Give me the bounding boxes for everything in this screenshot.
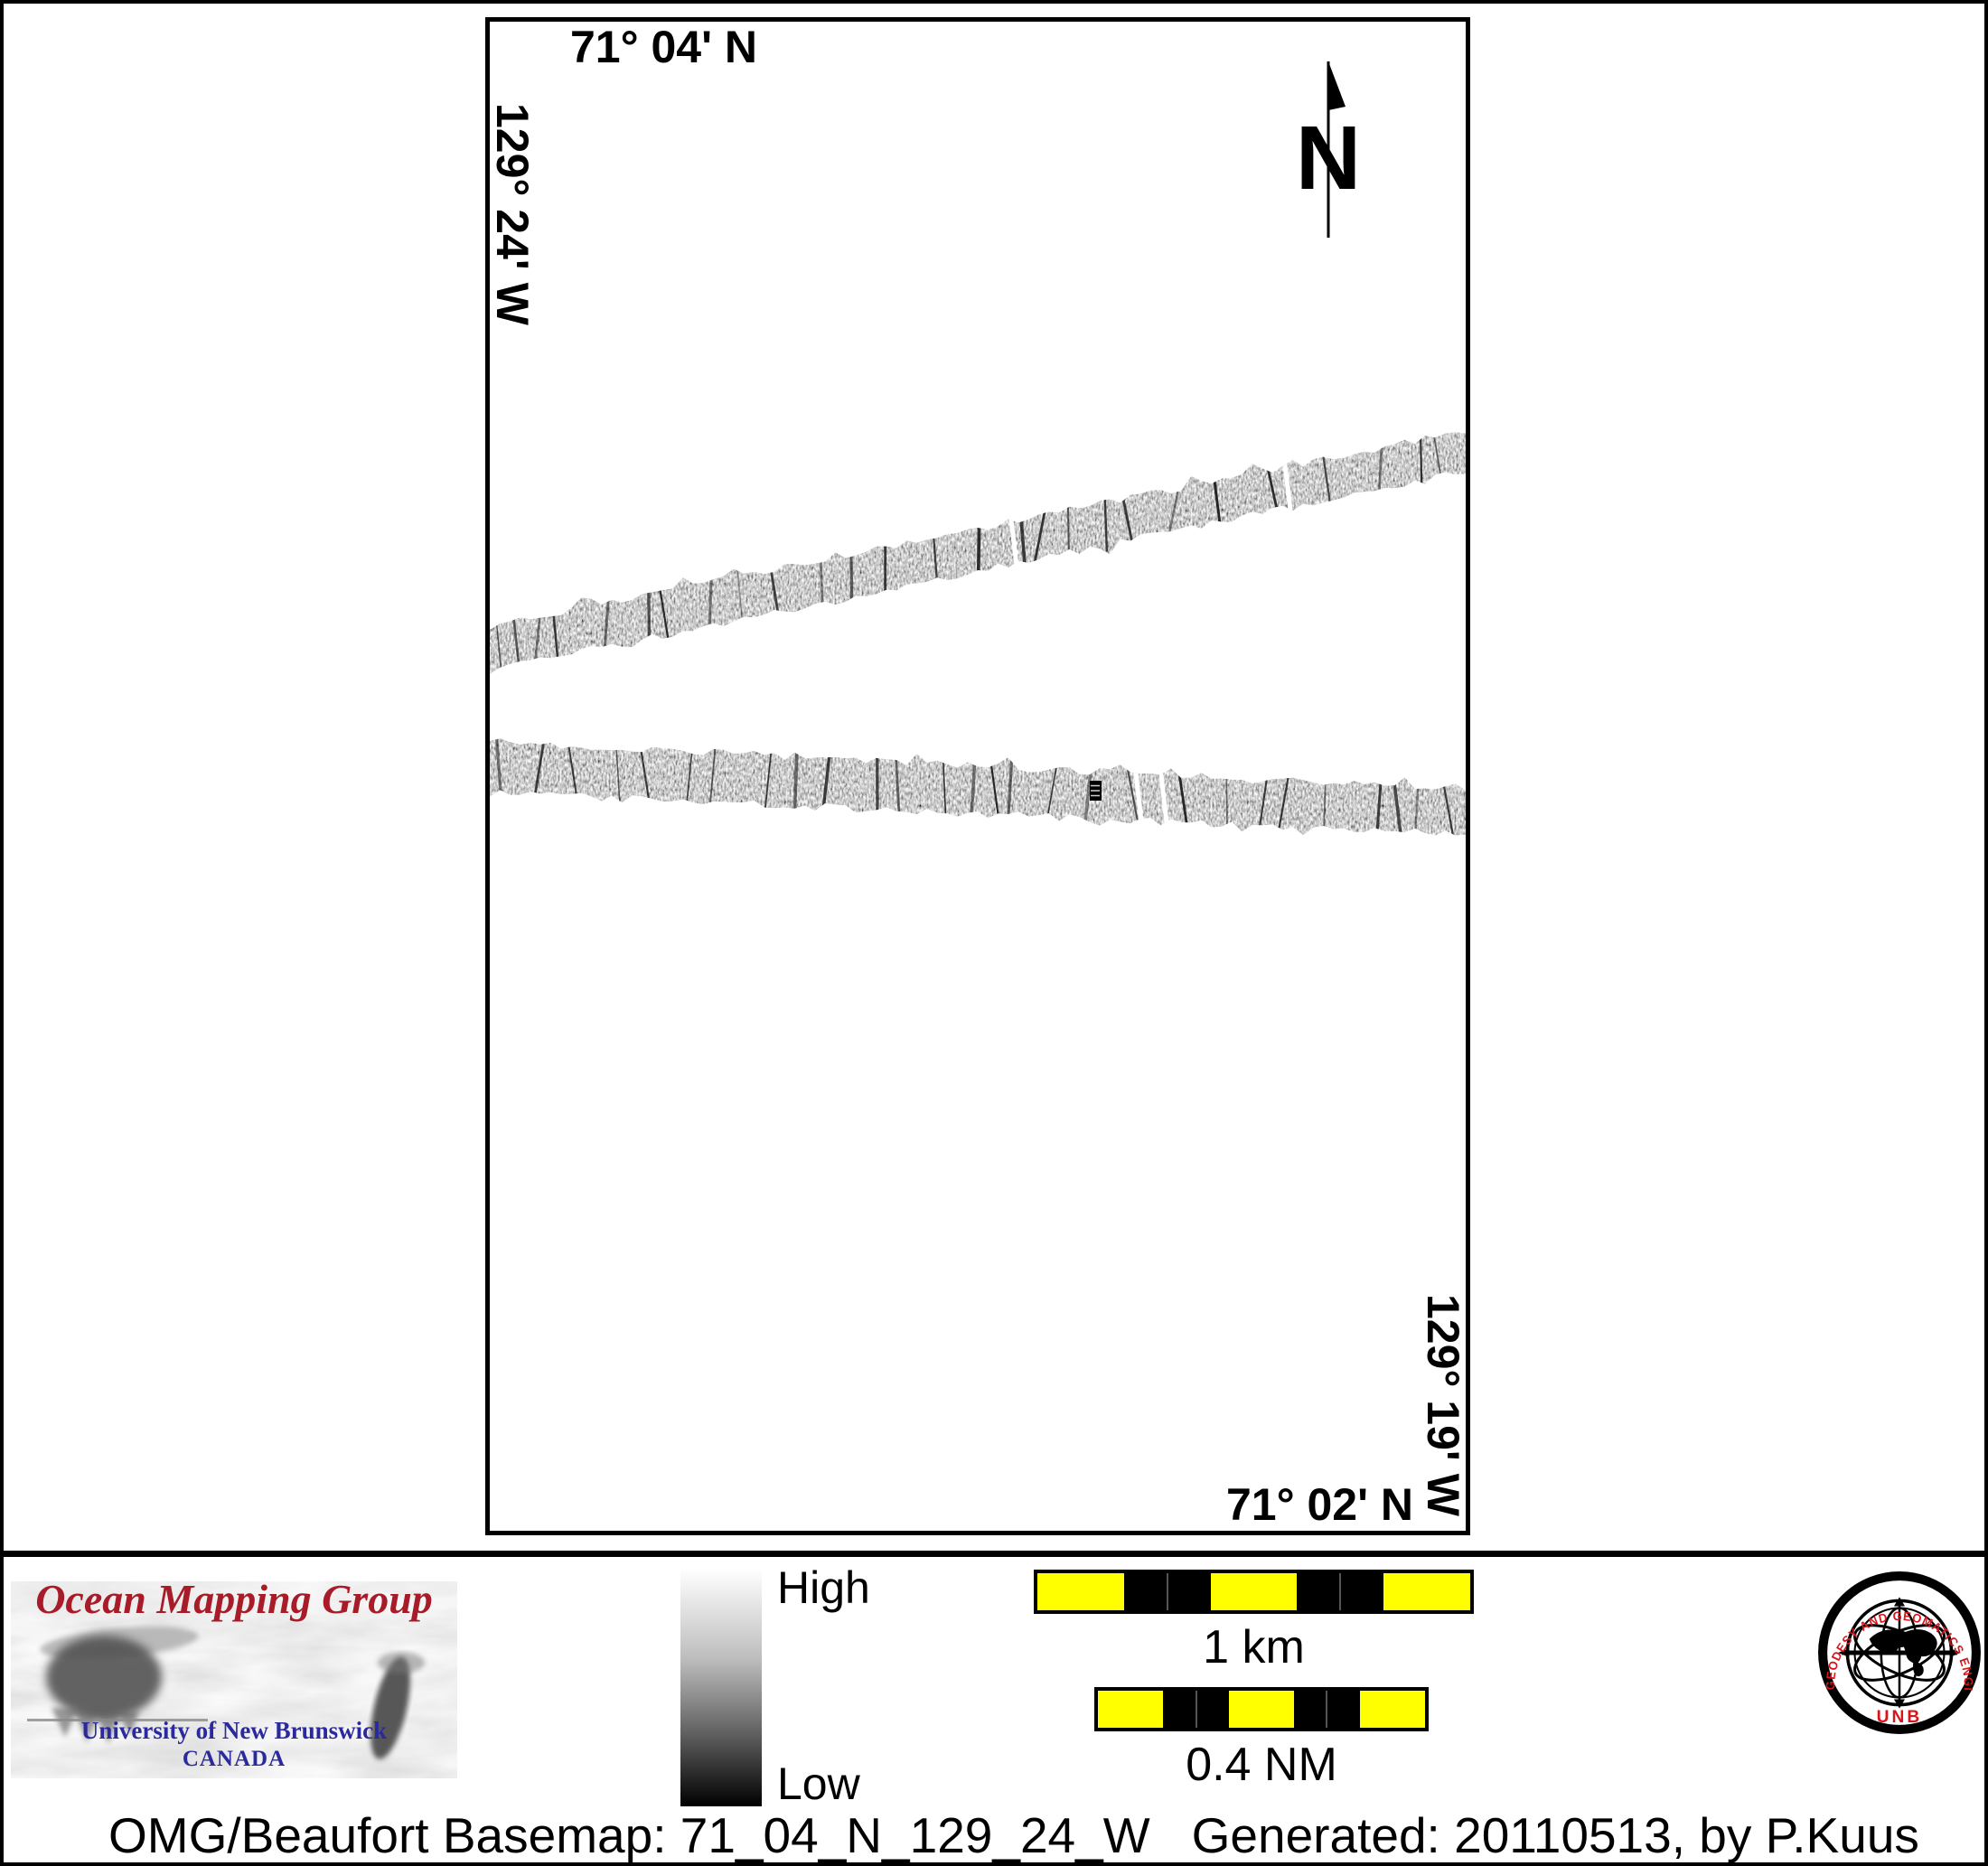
map-label-north-latitude: 71° 04' N — [570, 22, 758, 72]
seal-outer-ring — [1818, 1571, 1981, 1734]
dark-fan-shape — [46, 1636, 162, 1719]
globe-continent-south — [1913, 1662, 1924, 1677]
scalebar-segment-yellow — [1098, 1691, 1164, 1728]
scalebar-segment-black — [1123, 1573, 1211, 1610]
omg-logo-university: University of New Brunswick — [80, 1717, 388, 1744]
unb-geodesy-seal: GEODESY AND GEOMATICS ENGINEERING UNB — [1815, 1568, 1981, 1734]
scalebar-segment-black — [1294, 1691, 1360, 1728]
seabed-relief-image — [11, 1581, 457, 1778]
seal-unb-text: UNB — [1877, 1708, 1923, 1727]
north-arrow-letter: N — [1295, 108, 1362, 209]
map-frame — [485, 17, 1470, 1535]
scalebar-segment-yellow — [1359, 1691, 1426, 1728]
caption-basemap-id: OMG/Beaufort Basemap: 71_04_N_129_24_W — [108, 1807, 1150, 1863]
ocean-mapping-group-logo: Ocean Mapping Group University of New Br… — [11, 1581, 457, 1778]
scalebar-segment-yellow — [1228, 1691, 1295, 1728]
scalebar-segment-yellow — [1383, 1573, 1470, 1610]
caption-generated: Generated: 20110513, by P.Kuus — [1191, 1807, 1919, 1863]
scalebar-km — [1034, 1570, 1474, 1614]
depth-colorbar — [680, 1569, 762, 1806]
omg-logo-title: Ocean Mapping Group — [35, 1581, 433, 1622]
scalebar-segment-black — [1297, 1573, 1384, 1610]
footer-divider — [4, 1551, 1984, 1557]
globe-continent-east — [1903, 1629, 1937, 1664]
mooring-line-shape — [27, 1719, 208, 1721]
map-label-east-longitude: 129° 19' W — [1418, 1294, 1468, 1516]
map-label-west-longitude: 129° 24' W — [487, 103, 538, 325]
map-caption: OMG/Beaufort Basemap: 71_04_N_129_24_W Ge… — [108, 1809, 1919, 1861]
scalebar-segment-black — [1163, 1691, 1229, 1728]
ship-shape — [370, 1656, 410, 1759]
scalebar-segment-yellow — [1037, 1573, 1124, 1610]
colorbar-high-label: High — [777, 1562, 870, 1613]
scalebar-nm — [1094, 1687, 1429, 1731]
scalebar-segment-yellow — [1210, 1573, 1298, 1610]
fan-fringe-shape — [52, 1708, 139, 1744]
globe-continent-west — [1869, 1629, 1912, 1655]
ship-wake-shape — [378, 1652, 425, 1674]
scalebar-km-label: 1 km — [1203, 1621, 1305, 1674]
omg-logo-country: CANADA — [182, 1747, 286, 1771]
colorbar-low-label: Low — [777, 1758, 860, 1809]
scalebar-nm-label: 0.4 NM — [1186, 1739, 1337, 1791]
map-label-south-latitude: 71° 02' N — [1226, 1479, 1414, 1530]
